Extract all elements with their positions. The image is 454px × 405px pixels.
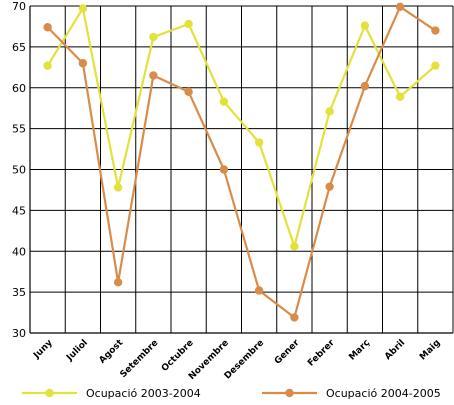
legend-item: Ocupació 2004-2005 bbox=[262, 387, 441, 400]
x-tick-label: Maig bbox=[418, 338, 442, 362]
legend-label: Ocupació 2003-2004 bbox=[86, 387, 201, 400]
data-point bbox=[431, 26, 440, 35]
y-tick-label: 70 bbox=[12, 0, 26, 13]
y-tick-label: 40 bbox=[12, 245, 26, 258]
x-tick-label: Octubre bbox=[160, 338, 196, 374]
legend-item: Ocupació 2003-2004 bbox=[22, 387, 201, 400]
data-point bbox=[325, 107, 334, 116]
x-tick-label: Gener bbox=[273, 338, 302, 367]
y-tick-label: 60 bbox=[12, 82, 26, 95]
y-tick-label: 55 bbox=[12, 123, 26, 136]
y-tick-labels: 30 35 40 45 50 55 60 65 70 bbox=[12, 0, 26, 340]
grid-lines bbox=[29, 5, 454, 334]
series-1 bbox=[43, 4, 440, 251]
y-tick-label: 50 bbox=[12, 164, 26, 177]
data-point bbox=[219, 97, 229, 106]
y-tick-label: 65 bbox=[12, 41, 26, 54]
y-tick-label: 30 bbox=[12, 327, 26, 340]
legend-swatch-marker bbox=[285, 388, 294, 398]
legend-label: Ocupació 2004-2005 bbox=[326, 387, 441, 400]
x-tick-label: Setembre bbox=[119, 338, 161, 380]
data-point bbox=[78, 4, 88, 13]
data-point bbox=[290, 242, 299, 251]
data-point bbox=[149, 32, 158, 42]
series-line bbox=[46, 5, 436, 319]
data-point bbox=[254, 286, 264, 295]
legend-swatch-marker bbox=[45, 388, 54, 398]
x-tick-label: Març bbox=[347, 338, 372, 363]
x-tick-label: Juny bbox=[31, 338, 54, 361]
legend: Ocupació 2003-2004 Ocupació 2004-2005 bbox=[22, 387, 441, 400]
data-point bbox=[219, 165, 229, 174]
data-point bbox=[254, 138, 264, 147]
data-point bbox=[113, 278, 123, 287]
data-point bbox=[360, 21, 370, 30]
series-2 bbox=[43, 2, 440, 322]
data-point bbox=[184, 19, 193, 29]
data-series bbox=[43, 2, 440, 322]
x-tick-label: Juliol bbox=[64, 338, 90, 364]
x-tick-label: Febrer bbox=[306, 338, 337, 369]
data-point bbox=[184, 87, 193, 97]
x-tick-label: Agost bbox=[97, 338, 125, 366]
series-line bbox=[46, 7, 437, 248]
data-point bbox=[43, 23, 52, 32]
data-point bbox=[43, 61, 52, 70]
data-point bbox=[290, 313, 299, 322]
data-point bbox=[78, 59, 88, 68]
data-point bbox=[360, 81, 370, 91]
data-point bbox=[395, 2, 405, 12]
x-tick-label: Abril bbox=[383, 338, 407, 362]
y-tick-label: 45 bbox=[12, 204, 26, 217]
axes bbox=[29, 6, 453, 334]
data-point bbox=[149, 71, 158, 80]
data-point bbox=[325, 182, 334, 191]
data-point bbox=[431, 61, 440, 70]
data-point bbox=[113, 183, 123, 192]
data-point bbox=[395, 92, 405, 101]
y-tick-label: 35 bbox=[12, 286, 26, 299]
